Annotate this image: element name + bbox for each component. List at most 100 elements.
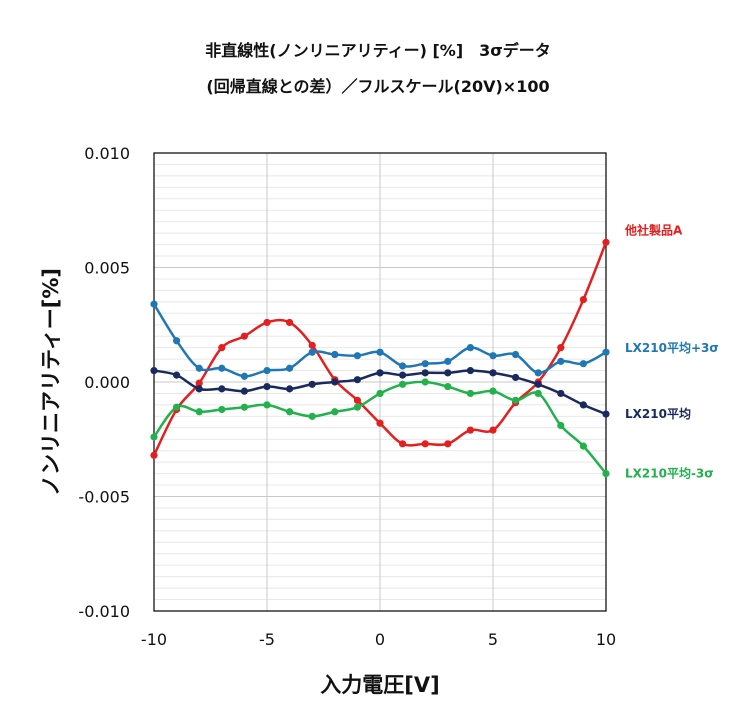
data-point (331, 350, 339, 359)
data-point (240, 372, 248, 380)
data-point (150, 366, 158, 375)
series-group: LX210平均+3σ (150, 300, 719, 380)
data-point (240, 403, 248, 411)
series-label: LX210平均 (625, 406, 691, 421)
data-point (579, 401, 588, 409)
data-point (308, 380, 316, 388)
series-label: 他社製品A (624, 222, 683, 237)
series-group: LX210平均-3σ (150, 378, 714, 481)
data-point (489, 387, 497, 395)
data-point (376, 348, 384, 356)
data-point (466, 426, 474, 434)
data-point (421, 360, 429, 368)
data-point (466, 344, 474, 352)
data-point (218, 344, 226, 352)
data-point (557, 344, 565, 352)
data-point (579, 360, 588, 368)
series-label: LX210平均-3σ (625, 466, 714, 481)
data-point (444, 440, 452, 448)
data-point (331, 378, 339, 386)
x-tick-label: -5 (259, 630, 275, 649)
data-point (399, 380, 407, 388)
y-tick-label: 0.010 (84, 144, 130, 163)
data-point (466, 389, 474, 398)
data-point (399, 440, 407, 448)
series-group: LX210平均 (150, 366, 691, 421)
data-point (444, 357, 452, 365)
data-point (421, 369, 429, 377)
y-tick-label: -0.010 (78, 602, 130, 621)
grid (154, 153, 606, 611)
chart-subtitle: (回帰直線との差）／フルスケール(20V)×100 (206, 77, 549, 96)
y-tick-label: 0.005 (84, 259, 130, 278)
data-point (286, 364, 294, 372)
data-point (195, 385, 203, 393)
plot-area-frame (153, 152, 607, 612)
data-point (421, 440, 429, 448)
data-point (150, 451, 158, 459)
data-point (534, 369, 542, 377)
data-point (489, 369, 497, 377)
data-point (308, 348, 316, 356)
data-point (489, 352, 497, 360)
data-point (511, 350, 520, 359)
data-point (444, 382, 452, 391)
data-point (557, 389, 565, 398)
data-point (263, 366, 271, 375)
data-point (376, 369, 384, 377)
data-point (308, 412, 316, 420)
data-point (218, 405, 226, 414)
data-point (353, 403, 361, 411)
data-point (602, 238, 610, 246)
data-point (557, 421, 565, 430)
data-point (511, 373, 520, 382)
y-tick-label: 0.000 (84, 373, 130, 392)
y-tick-label: -0.005 (78, 488, 130, 507)
data-point (218, 364, 226, 372)
data-point (376, 419, 384, 427)
data-point (353, 376, 361, 384)
data-point (286, 318, 294, 327)
data-point (150, 300, 158, 308)
data-point (331, 408, 339, 416)
data-point (421, 378, 429, 386)
data-point (602, 348, 610, 356)
data-point (263, 318, 271, 327)
data-point (240, 387, 248, 395)
y-axis-ticks: 0.010 0.005 0.000 -0.005 -0.010 (78, 144, 130, 621)
data-point (195, 364, 203, 372)
x-tick-label: 0 (375, 630, 385, 649)
x-axis-label: 入力電圧[V] (320, 673, 439, 697)
series-label: LX210平均+3σ (625, 340, 719, 355)
data-point (173, 371, 181, 379)
data-point (218, 385, 226, 393)
x-tick-label: -10 (141, 630, 167, 649)
data-point (602, 410, 610, 418)
data-point (240, 332, 248, 340)
x-tick-label: 5 (488, 630, 498, 649)
data-point (195, 408, 203, 416)
data-point (263, 382, 271, 391)
data-point (173, 337, 181, 345)
x-tick-label: 10 (596, 630, 616, 649)
data-point (195, 379, 203, 387)
data-point (286, 408, 294, 416)
data-point (353, 352, 361, 360)
data-point (263, 401, 271, 409)
data-point (399, 362, 407, 370)
chart-title: 非直線性(ノンリニアリティー) [%] 3σデータ (205, 41, 551, 60)
data-point (602, 470, 610, 478)
data-point (376, 389, 384, 398)
y-axis-label: ノンリニアリティー[%] (39, 268, 63, 496)
data-point (534, 380, 542, 388)
data-point (579, 295, 588, 304)
data-point (173, 403, 181, 411)
data-point (150, 433, 158, 441)
series-group: 他社製品A LX210平均+3σ LX210平均 LX210平均-3σ (150, 222, 719, 481)
x-axis-ticks: -10 -5 0 5 10 (141, 630, 616, 649)
data-point (466, 366, 474, 375)
data-point (579, 442, 588, 450)
data-point (557, 357, 565, 365)
data-point (353, 396, 361, 404)
